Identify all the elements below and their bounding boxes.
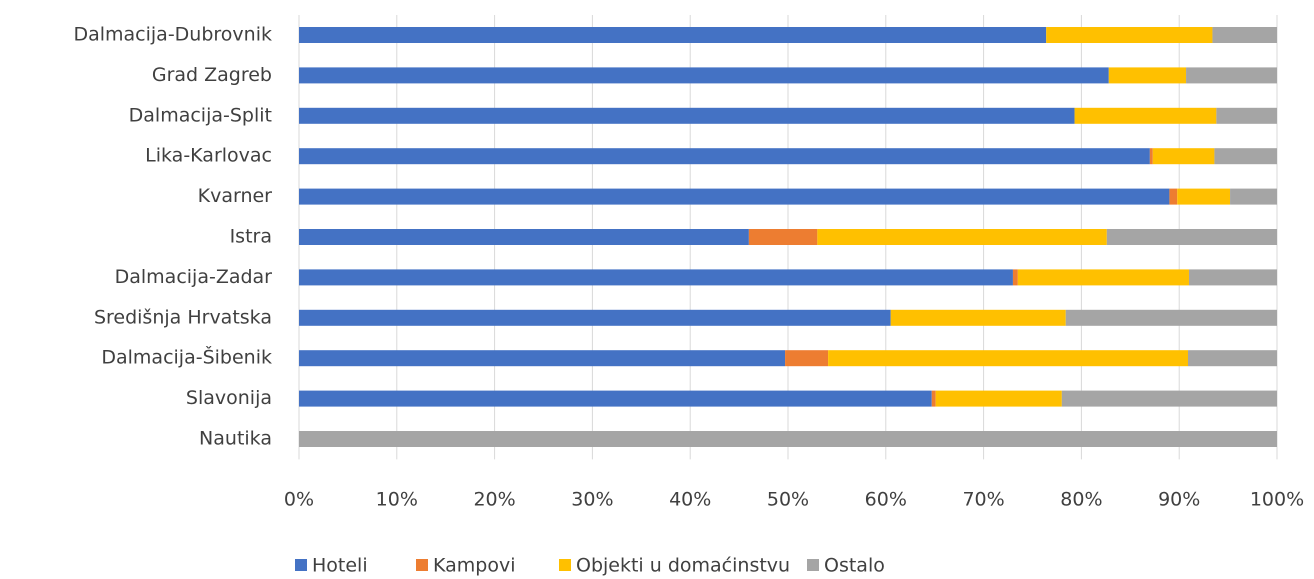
bar-segment	[1188, 350, 1277, 367]
bar-segment	[1106, 229, 1277, 245]
y-tick-label: Slavonija	[186, 387, 272, 409]
y-tick-label: Dalmacija-Split	[129, 104, 272, 126]
bar-segment	[785, 350, 829, 367]
legend-swatch	[807, 559, 819, 571]
x-tick-label: 100%	[1250, 489, 1304, 511]
bar-segment	[1230, 188, 1277, 205]
bar-segment	[1188, 269, 1277, 286]
bar-segment	[299, 27, 1047, 43]
x-tick-label: 60%	[865, 489, 907, 511]
bar-segment	[1074, 107, 1217, 124]
bar-segment	[828, 350, 1189, 367]
bar-segment	[1046, 27, 1213, 43]
y-tick-label: Dalmacija-Dubrovnik	[73, 24, 272, 46]
bar-segment	[1214, 148, 1277, 165]
bar-segment	[299, 229, 749, 245]
y-tick-label: Dalmacija-Šibenik	[101, 345, 272, 369]
legend-label: Kampovi	[433, 555, 516, 577]
bar-segment	[748, 229, 818, 245]
bar-segment	[299, 148, 1150, 165]
y-tick-label: Dalmacija-Zadar	[115, 266, 273, 288]
legend-swatch	[559, 559, 571, 571]
y-tick-label: Nautika	[199, 428, 272, 450]
bar-segment	[1186, 67, 1277, 84]
x-tick-label: 0%	[284, 489, 314, 511]
x-tick-label: 30%	[571, 489, 613, 511]
bar-segment	[1017, 269, 1189, 286]
x-tick-label: 10%	[376, 489, 418, 511]
y-tick-label: Istra	[230, 226, 272, 248]
bar-segment	[1149, 148, 1153, 165]
bar-segment	[299, 431, 1277, 447]
x-tick-label: 20%	[473, 489, 515, 511]
bar-segment	[299, 269, 1013, 286]
legend-label: Hoteli	[312, 555, 368, 577]
bar-segment	[299, 67, 1109, 84]
bar-segment	[299, 188, 1170, 205]
legend-swatch	[295, 559, 307, 571]
bar-segment	[1108, 67, 1187, 84]
bar-segment	[1061, 390, 1277, 407]
bar-segment	[299, 390, 932, 407]
legend-swatch	[416, 559, 428, 571]
bar-segment	[1065, 309, 1277, 326]
bar-segment	[1177, 188, 1231, 205]
bar-segment	[890, 309, 1066, 326]
legend-label: Ostalo	[824, 555, 885, 577]
x-tick-label: 80%	[1060, 489, 1102, 511]
y-tick-label: Grad Zagreb	[152, 64, 272, 86]
bar-segment	[931, 390, 936, 407]
bar-segment	[1152, 148, 1215, 165]
y-tick-label: Kvarner	[198, 185, 273, 207]
bar-segment	[299, 309, 891, 326]
x-tick-label: 70%	[962, 489, 1004, 511]
x-tick-label: 50%	[767, 489, 809, 511]
y-tick-label: Lika-Karlovac	[145, 145, 272, 167]
bar-segment	[299, 350, 786, 367]
bar-segment	[817, 229, 1107, 245]
bar-segment	[1212, 27, 1277, 43]
bar-segment	[1012, 269, 1018, 286]
bar-segment	[299, 107, 1075, 124]
y-tick-label: Središnja Hrvatska	[94, 306, 272, 328]
x-tick-label: 40%	[669, 489, 711, 511]
legend-label: Objekti u domaćinstvu	[576, 555, 790, 577]
bar-segment	[1169, 188, 1178, 205]
x-tick-label: 90%	[1158, 489, 1200, 511]
bar-segment	[1216, 107, 1277, 124]
bar-segment	[935, 390, 1062, 407]
